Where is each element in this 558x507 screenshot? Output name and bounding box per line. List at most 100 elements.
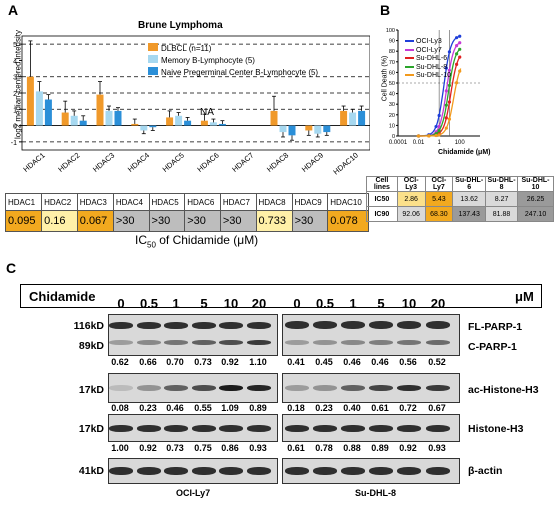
blot-ac-right [282, 373, 460, 403]
dose-point [416, 134, 421, 138]
dose-label: 0.5 [315, 296, 335, 311]
blot-band [137, 385, 161, 391]
ic50-value: 2.86 [396, 191, 426, 207]
y-tick-label: 1 [13, 107, 17, 114]
y-tick-label: 80 [389, 49, 395, 55]
na-label: NA [200, 107, 214, 118]
x-tick-label: 1 [437, 140, 441, 146]
ic-results-corner: Cell lines [366, 176, 398, 192]
bar [184, 120, 192, 126]
blot-band [397, 467, 421, 475]
blot-band [219, 467, 243, 475]
x-tick-label: 0.01 [413, 140, 425, 146]
bar [175, 115, 183, 126]
bar [44, 99, 52, 126]
dose-point [458, 47, 462, 51]
densitometry-value: 0.66 [139, 357, 157, 367]
blot-band [369, 339, 393, 345]
dose-point [437, 128, 441, 133]
densitometry-value: 0.78 [315, 443, 333, 453]
densitometry-value: 0.75 [194, 443, 212, 453]
blot-band [426, 339, 450, 345]
panel-c-label: C [6, 260, 17, 276]
label-fl-parp: FL-PARP-1 [468, 321, 523, 333]
bar [131, 123, 139, 126]
densitometry-value: 0.45 [315, 357, 333, 367]
ic50-table: HDAC1 HDAC2 HDAC3 HDAC4 HDAC5 HDAC6 HDAC7 HDAC8… [4, 193, 369, 232]
chart-a-legend: DLBCL (n=11) Memory B-Lymphocyte (5) Nai… [148, 43, 318, 79]
ic50-table-header: HDAC10 [327, 193, 369, 211]
bar [61, 112, 69, 126]
blot-band [341, 321, 365, 329]
bar [96, 94, 104, 126]
dose-legend-swatch [405, 40, 414, 43]
bar [358, 110, 366, 126]
bar [314, 125, 322, 134]
ic50-table-value: 0.16 [41, 210, 78, 232]
dose-point [458, 69, 462, 73]
legend-label-memory: Memory B-Lymphocyte (5) [161, 56, 255, 65]
ic50-table-header: HDAC7 [219, 193, 257, 211]
bar [79, 120, 87, 126]
densitometry-value: 0.73 [194, 357, 212, 367]
ic50-table-value: 0.067 [76, 210, 114, 232]
dose-point [455, 62, 459, 67]
dose-label: 20 [251, 296, 267, 311]
dose-point [447, 68, 452, 72]
blot-band [137, 467, 161, 475]
dose-point [434, 133, 438, 138]
blot-band [285, 321, 309, 329]
blot-band [192, 424, 216, 432]
densitometry-value: 0.89 [371, 443, 389, 453]
ic50-table-header: HDAC6 [184, 193, 221, 211]
bar [218, 123, 226, 126]
dose-point [427, 134, 431, 138]
blot-band [426, 467, 450, 475]
blot-band [137, 424, 161, 432]
dose-legend-item: OCI-Ly7 [405, 47, 451, 56]
blot-band [285, 385, 309, 391]
blot-band [247, 321, 271, 329]
dose-point [455, 81, 459, 85]
dose-point [444, 103, 448, 107]
ic50-table-header: HDAC4 [112, 193, 150, 211]
densitometry-value: 0.46 [343, 357, 361, 367]
dose-point [444, 89, 448, 93]
blot-band [369, 424, 393, 432]
ic50-caption-sub: 50 [147, 240, 156, 250]
y-tick-label: 100 [386, 28, 395, 34]
blot-band [426, 321, 450, 329]
blot-band [219, 424, 243, 432]
cell-label-right: Su-DHL-8 [355, 488, 396, 498]
dose-point [444, 126, 448, 130]
panel-a-title: Brune Lymphoma [138, 20, 223, 31]
ic50-table-value: >30 [112, 210, 150, 232]
legend-item-dlbcl: DLBCL (n=11) [148, 43, 318, 55]
blot-ac-left [108, 373, 278, 403]
dose-point [447, 83, 452, 88]
densitometry-value: 0.46 [371, 357, 389, 367]
dose-label: 0.5 [139, 296, 159, 311]
dose-label: 0 [117, 296, 125, 311]
densitometry-value: 1.09 [221, 403, 239, 413]
blot-band [247, 339, 271, 345]
dose-point [444, 66, 448, 70]
blot-actin-left [108, 458, 278, 484]
dose-legend-label: Su-DHL-8 [416, 63, 448, 71]
blot-band [247, 385, 271, 391]
blot-band [341, 424, 365, 432]
dose-legend-swatch [405, 48, 414, 51]
ic50-table-header: HDAC9 [291, 193, 329, 211]
ic50-table-value: >30 [291, 210, 329, 232]
ic-results-col: OCI-Ly7 [424, 176, 454, 192]
bar [349, 112, 357, 126]
legend-swatch-dlbcl [148, 43, 158, 51]
densitometry-value: 0.56 [399, 357, 417, 367]
mw-17a: 17kD [78, 384, 104, 396]
dose-label: 1 [349, 296, 357, 311]
ic50-value: 13.62 [452, 191, 487, 207]
dose-legend-item: OCI-Ly3 [405, 38, 451, 47]
mw-89: 89kD [78, 340, 104, 352]
blot-band [247, 424, 271, 432]
legend-swatch-naive [148, 67, 158, 75]
